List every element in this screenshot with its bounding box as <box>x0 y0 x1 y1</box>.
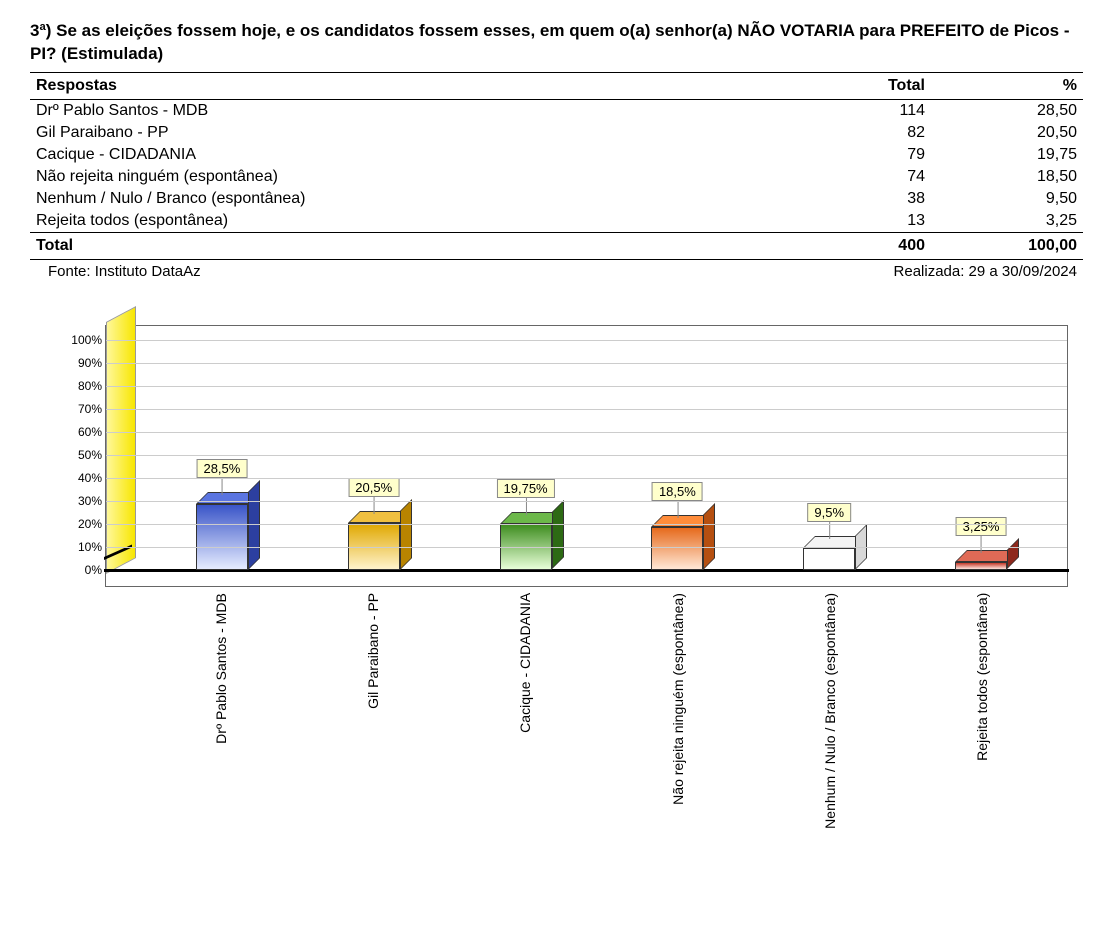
grid-line <box>106 455 1067 456</box>
question-title: 3ª) Se as eleições fossem hoje, e os can… <box>30 20 1083 66</box>
cell-total: 114 <box>779 99 931 122</box>
y-tick-label: 100% <box>71 333 106 347</box>
cell-total: 82 <box>779 122 931 144</box>
table-row: Cacique - CIDADANIA7919,75 <box>30 144 1083 166</box>
bar-value-label: 3,25% <box>956 517 1007 536</box>
x-axis-label: Cacique - CIDADANIA <box>449 593 601 829</box>
y-tick-label: 80% <box>78 379 106 393</box>
cell-pct: 19,75 <box>931 144 1083 166</box>
results-table: Respostas Total % Drº Pablo Santos - MDB… <box>30 72 1083 260</box>
bar-side <box>552 500 564 569</box>
y-tick-label: 70% <box>78 402 106 416</box>
y-tick-label: 0% <box>85 563 106 577</box>
date-label: Realizada: 29 a 30/09/2024 <box>894 263 1077 280</box>
x-axis-label: Não rejeita ninguém (espontânea) <box>602 593 754 829</box>
grid-line <box>106 340 1067 341</box>
x-axis-label: Drº Pablo Santos - MDB <box>145 593 297 829</box>
cell-label: Não rejeita ninguém (espontânea) <box>30 166 779 188</box>
cell-pct: 100,00 <box>931 232 1083 259</box>
x-axis-label: Nenhum / Nulo / Branco (espontânea) <box>754 593 906 829</box>
cell-label: Nenhum / Nulo / Branco (espontânea) <box>30 188 779 210</box>
y-tick-label: 90% <box>78 356 106 370</box>
y-tick-label: 50% <box>78 448 106 462</box>
cell-total: 13 <box>779 210 931 233</box>
y-tick-label: 10% <box>78 540 106 554</box>
cell-pct: 20,50 <box>931 122 1083 144</box>
cell-label: Total <box>30 232 779 259</box>
bar: 3,25% <box>955 562 1007 569</box>
cell-pct: 28,50 <box>931 99 1083 122</box>
y-tick-label: 30% <box>78 494 106 508</box>
cell-total: 400 <box>779 232 931 259</box>
table-row: Drº Pablo Santos - MDB11428,50 <box>30 99 1083 122</box>
grid-line <box>106 478 1067 479</box>
bar-value-label: 28,5% <box>196 459 247 478</box>
grid-line <box>106 547 1067 548</box>
chart-back-panel <box>106 306 136 574</box>
y-tick-label: 20% <box>78 517 106 531</box>
bar-front <box>803 548 855 570</box>
cell-pct: 3,25 <box>931 210 1083 233</box>
bar-value-label: 9,5% <box>807 503 851 522</box>
x-axis-label: Rejeita todos (espontânea) <box>906 593 1058 829</box>
bar-value-label: 20,5% <box>348 478 399 497</box>
cell-label: Rejeita todos (espontânea) <box>30 210 779 233</box>
bar: 28,5% <box>196 504 248 570</box>
grid-line <box>106 363 1067 364</box>
cell-label: Drº Pablo Santos - MDB <box>30 99 779 122</box>
bar-chart: 28,5% 20,5% 19,75% 18,5% 9,5% 3,25% 0% 10% 20% 3… <box>30 325 1083 865</box>
cell-pct: 9,50 <box>931 188 1083 210</box>
bar-value-label: 18,5% <box>652 482 703 501</box>
table-row: Gil Paraibano - PP8220,50 <box>30 122 1083 144</box>
grid-line <box>106 501 1067 502</box>
cell-pct: 18,50 <box>931 166 1083 188</box>
x-axis-label: Gil Paraibano - PP <box>297 593 449 829</box>
cell-total: 74 <box>779 166 931 188</box>
bar: 18,5% <box>651 527 703 570</box>
grid-line <box>106 524 1067 525</box>
col-pct: % <box>931 72 1083 99</box>
table-total-row: Total400100,00 <box>30 232 1083 259</box>
bar: 9,5% <box>803 548 855 570</box>
table-row: Nenhum / Nulo / Branco (espontânea)389,5… <box>30 188 1083 210</box>
y-tick-label: 60% <box>78 425 106 439</box>
cell-label: Gil Paraibano - PP <box>30 122 779 144</box>
grid-line <box>106 570 1067 571</box>
grid-line <box>106 386 1067 387</box>
bar-front <box>196 504 248 570</box>
bar-value-label: 19,75% <box>497 479 555 498</box>
bar-front <box>955 562 1007 569</box>
cell-total: 79 <box>779 144 931 166</box>
bar-side <box>400 499 412 570</box>
col-total: Total <box>779 72 931 99</box>
cell-total: 38 <box>779 188 931 210</box>
table-row: Não rejeita ninguém (espontânea)7418,50 <box>30 166 1083 188</box>
y-tick-label: 40% <box>78 471 106 485</box>
source-label: Fonte: Instituto DataAz <box>48 263 201 280</box>
bar-side <box>248 480 260 570</box>
col-respostas: Respostas <box>30 72 779 99</box>
table-row: Rejeita todos (espontânea)133,25 <box>30 210 1083 233</box>
bar-front <box>651 527 703 570</box>
bar-side <box>703 503 715 570</box>
grid-line <box>106 432 1067 433</box>
grid-line <box>106 409 1067 410</box>
cell-label: Cacique - CIDADANIA <box>30 144 779 166</box>
bar-side <box>1007 538 1019 569</box>
